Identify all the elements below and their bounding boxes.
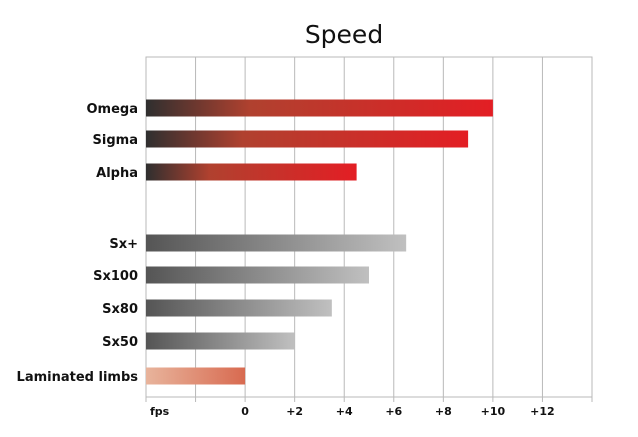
bar-sx80 xyxy=(146,299,332,317)
x-tick-label: +6 xyxy=(385,405,402,418)
category-label: Sigma xyxy=(93,133,138,148)
x-tick-label: +10 xyxy=(481,405,506,418)
category-label: Sx+ xyxy=(109,237,138,252)
x-axis-unit-label: fps xyxy=(150,405,170,418)
category-label: Laminated limbs xyxy=(17,370,139,385)
category-label: Sx100 xyxy=(93,269,138,284)
x-tick-label: +8 xyxy=(435,405,452,418)
x-tick-label: 0 xyxy=(241,405,249,418)
bar-laminated-limbs xyxy=(146,367,246,385)
category-label: Alpha xyxy=(96,166,138,181)
category-label: Sx50 xyxy=(102,335,138,350)
category-label: Omega xyxy=(87,102,139,117)
x-tick-labels: fps 0 +2 +4 +6 +8 +10 +12 xyxy=(150,405,555,418)
x-tick-label: +12 xyxy=(530,405,555,418)
bar-sx100 xyxy=(146,266,369,284)
category-label: Sx80 xyxy=(102,302,138,317)
bar-sigma xyxy=(146,130,469,148)
plot-frame xyxy=(145,56,593,398)
bar-sx50 xyxy=(146,332,295,350)
bar-omega xyxy=(146,99,493,117)
chart-title: Speed xyxy=(305,20,383,49)
x-tick-label: +4 xyxy=(336,405,353,418)
bar-sx- xyxy=(146,234,407,252)
bar-alpha xyxy=(146,163,357,181)
bars xyxy=(146,99,493,385)
category-labels: Omega Sigma Alpha Sx+ Sx100 Sx80 Sx50 Laminated… xyxy=(17,102,139,385)
x-tick-label: +2 xyxy=(286,405,303,418)
